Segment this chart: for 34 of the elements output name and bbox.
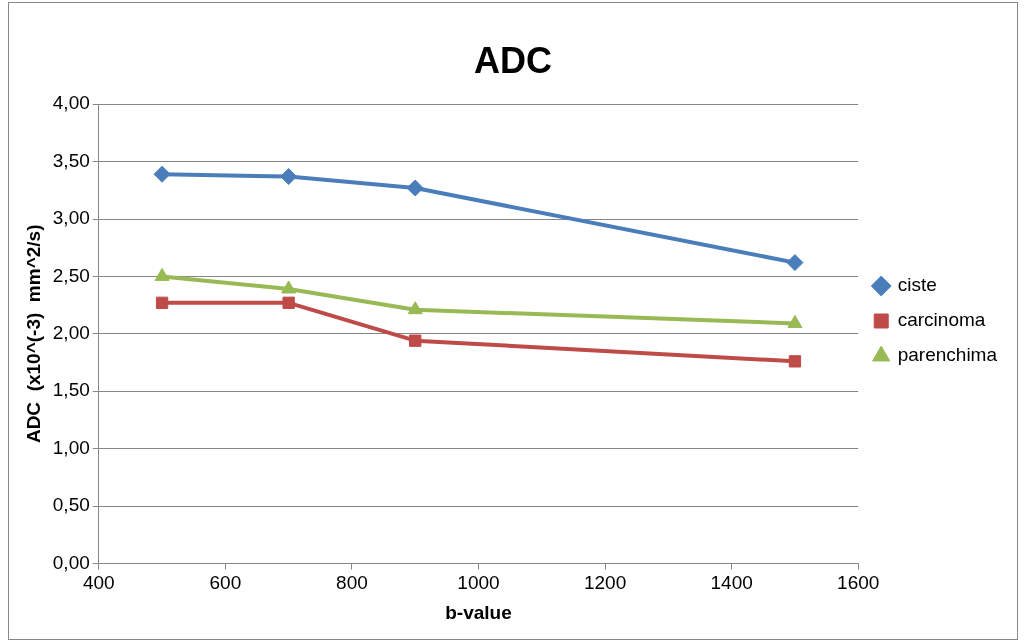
legend-label: carcinoma bbox=[897, 309, 986, 331]
point bbox=[407, 301, 423, 315]
y-axis-title: ADC (x10^(-3) mm^2/s) bbox=[22, 224, 44, 444]
legend-label: parenchima bbox=[897, 344, 998, 366]
point bbox=[409, 334, 422, 347]
point bbox=[154, 267, 170, 281]
point bbox=[155, 296, 169, 309]
x-tick-label: 600 bbox=[209, 572, 242, 594]
y-tick-label: 0,50 bbox=[52, 494, 90, 516]
point bbox=[280, 168, 298, 186]
y-tick-label: 3,00 bbox=[52, 207, 90, 229]
point bbox=[282, 296, 295, 309]
y-tick-label: 2,00 bbox=[52, 322, 90, 344]
y-tick-label: 1,50 bbox=[52, 379, 90, 401]
x-tick-label: 1200 bbox=[583, 572, 627, 594]
y-tick-label: 1,00 bbox=[52, 436, 90, 458]
x-axis-title: b-value bbox=[445, 601, 512, 623]
point bbox=[281, 280, 297, 294]
point bbox=[787, 314, 803, 328]
y-tick-label: 0,00 bbox=[52, 551, 90, 573]
chart-title: ADC bbox=[474, 39, 552, 81]
point bbox=[786, 254, 804, 272]
y-tick-label: 4,00 bbox=[52, 92, 90, 114]
point bbox=[153, 165, 171, 183]
x-tick-label: 1400 bbox=[710, 572, 753, 594]
point bbox=[788, 355, 802, 368]
y-tick-label: 3,50 bbox=[52, 149, 90, 171]
x-tick-label: 1600 bbox=[837, 572, 880, 594]
x-tick-label: 400 bbox=[82, 572, 115, 594]
point bbox=[406, 179, 424, 197]
legend-label: ciste bbox=[897, 274, 937, 296]
x-tick-label: 1000 bbox=[457, 572, 500, 594]
y-tick-label: 2,50 bbox=[52, 264, 90, 286]
x-tick-label: 800 bbox=[336, 572, 368, 594]
